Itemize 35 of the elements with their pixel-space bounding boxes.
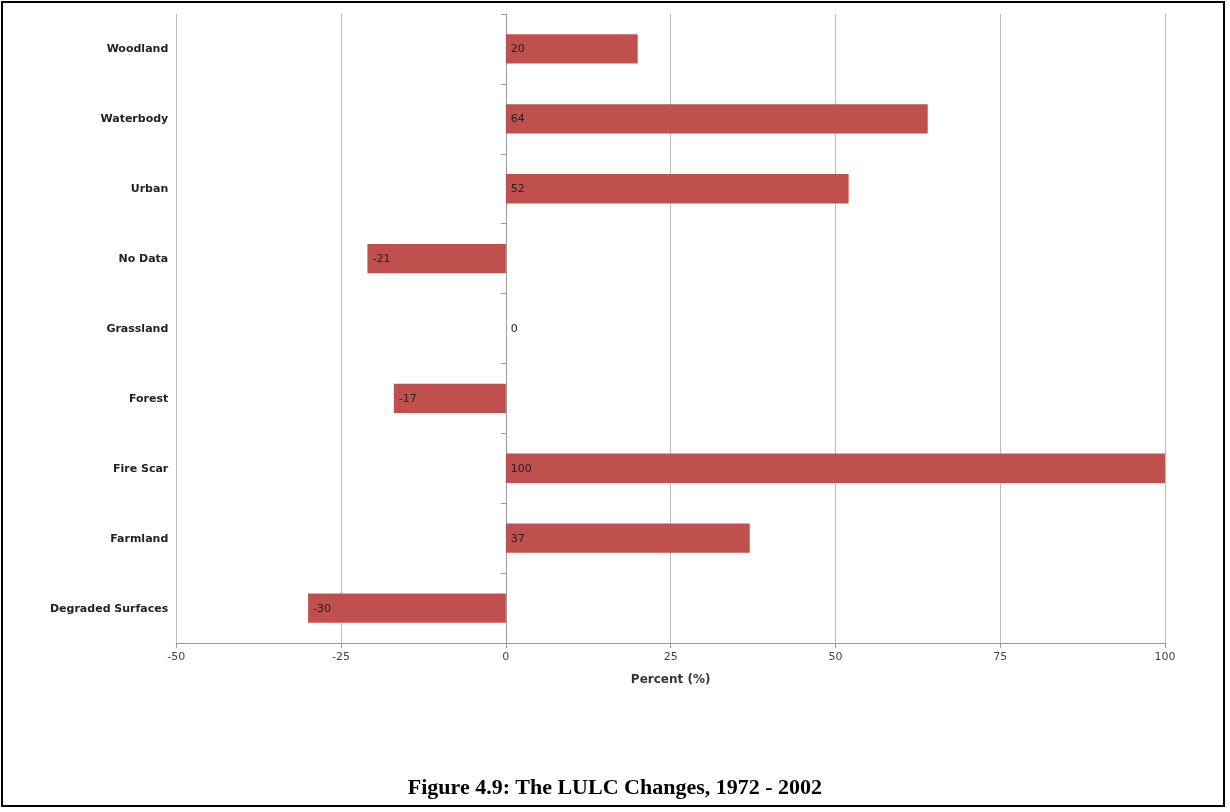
x-tick-label: 25 (663, 650, 678, 663)
bar (505, 523, 750, 553)
x-tick-label: -25 (332, 650, 351, 663)
bar (505, 104, 928, 134)
y-tick-label: Degraded Surfaces (49, 601, 169, 615)
y-tick-label: No Data (118, 252, 169, 266)
data-label: 100 (510, 461, 532, 475)
data-label: 37 (510, 531, 525, 545)
bar (505, 34, 638, 64)
data-label: -17 (398, 391, 417, 405)
y-tick-label: Fire Scar (112, 461, 169, 475)
x-tick-label: 75 (993, 650, 1008, 663)
x-tick-label: 0 (502, 650, 510, 663)
y-tick-label: Forest (128, 391, 169, 405)
data-label: 0 (510, 322, 518, 335)
x-axis-title: Percent (%) (630, 672, 711, 686)
data-label: -21 (372, 252, 391, 266)
x-tick-label: 100 (1154, 650, 1176, 663)
y-tick-label: Woodland (106, 42, 169, 56)
bar (505, 453, 1165, 483)
bar (505, 174, 849, 204)
bar (308, 593, 506, 623)
y-tick-label: Grassland (106, 322, 169, 335)
y-tick-label: Farmland (110, 531, 169, 545)
bar (367, 243, 506, 274)
x-tick-label: -50 (167, 650, 186, 663)
data-label: 64 (510, 112, 525, 126)
data-label: 20 (510, 42, 525, 56)
x-tick-label: 50 (828, 650, 843, 663)
y-tick-label: Waterbody (100, 112, 169, 126)
y-tick-label: Urban (130, 182, 169, 196)
text: Figure 4.9: The LULC Changes, 1972 - 2002 (407, 773, 823, 799)
bar (393, 383, 506, 414)
data-label: -30 (313, 601, 332, 615)
data-label: 52 (510, 182, 525, 196)
